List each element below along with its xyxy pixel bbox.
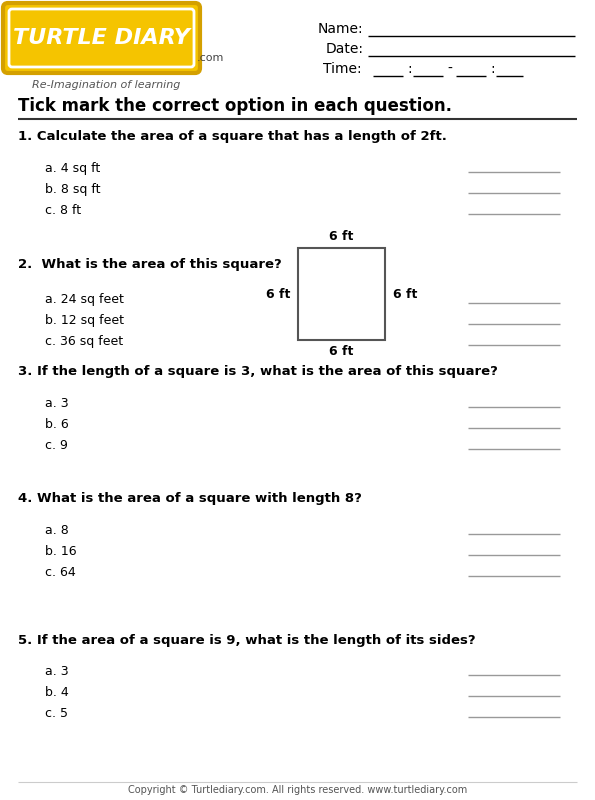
- Text: a. 3: a. 3: [45, 665, 68, 678]
- Text: a. 3: a. 3: [45, 397, 68, 410]
- Text: 6 ft: 6 ft: [393, 287, 417, 301]
- Text: 4. What is the area of a square with length 8?: 4. What is the area of a square with len…: [18, 492, 362, 505]
- Text: b. 12 sq feet: b. 12 sq feet: [45, 314, 124, 327]
- Text: c. 64: c. 64: [45, 566, 76, 579]
- Text: 2.  What is the area of this square?: 2. What is the area of this square?: [18, 258, 282, 271]
- Text: Re-Imagination of learning: Re-Imagination of learning: [32, 80, 181, 90]
- Text: Copyright © Turtlediary.com. All rights reserved. www.turtlediary.com: Copyright © Turtlediary.com. All rights …: [128, 785, 467, 795]
- FancyBboxPatch shape: [3, 3, 200, 73]
- Text: Time:: Time:: [323, 62, 362, 76]
- Text: 6 ft: 6 ft: [329, 345, 353, 358]
- Text: 5. If the area of a square is 9, what is the length of its sides?: 5. If the area of a square is 9, what is…: [18, 634, 475, 647]
- Text: :: :: [407, 62, 412, 76]
- Text: 1. Calculate the area of a square that has a length of 2ft.: 1. Calculate the area of a square that h…: [18, 130, 447, 143]
- Text: c. 8 ft: c. 8 ft: [45, 204, 81, 217]
- Text: a. 4 sq ft: a. 4 sq ft: [45, 162, 100, 175]
- Text: :: :: [490, 62, 494, 76]
- Text: 6 ft: 6 ft: [265, 287, 290, 301]
- Text: -: -: [447, 62, 452, 76]
- Text: Date:: Date:: [326, 42, 364, 56]
- Text: .com: .com: [197, 53, 224, 63]
- Text: b. 8 sq ft: b. 8 sq ft: [45, 183, 101, 196]
- Text: c. 9: c. 9: [45, 439, 68, 452]
- Text: c. 5: c. 5: [45, 707, 68, 720]
- Text: a. 8: a. 8: [45, 524, 69, 537]
- Text: b. 4: b. 4: [45, 686, 69, 699]
- Text: b. 6: b. 6: [45, 418, 69, 431]
- Text: Tick mark the correct option in each question.: Tick mark the correct option in each que…: [18, 97, 452, 115]
- Text: c. 36 sq feet: c. 36 sq feet: [45, 335, 123, 348]
- Text: 6 ft: 6 ft: [329, 230, 353, 243]
- Text: TURTLE DIARY: TURTLE DIARY: [13, 28, 190, 48]
- Bar: [298, 248, 385, 340]
- Text: 3. If the length of a square is 3, what is the area of this square?: 3. If the length of a square is 3, what …: [18, 365, 498, 378]
- Text: a. 24 sq feet: a. 24 sq feet: [45, 293, 124, 306]
- Text: Name:: Name:: [318, 22, 364, 36]
- Text: b. 16: b. 16: [45, 545, 77, 558]
